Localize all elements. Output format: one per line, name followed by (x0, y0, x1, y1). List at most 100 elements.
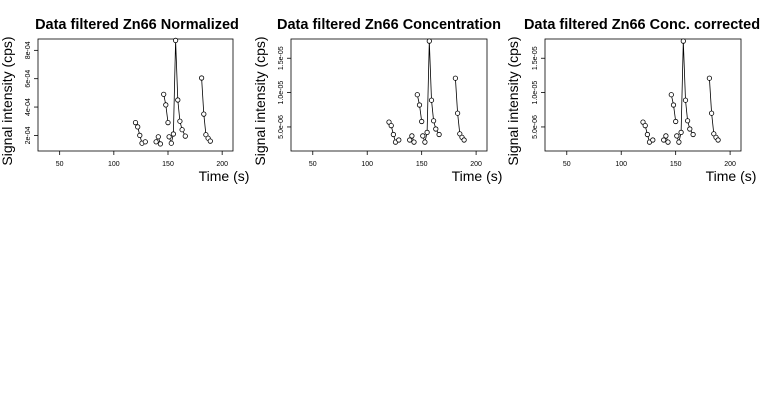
data-point (428, 97, 435, 103)
x-tick-label: 100 (615, 161, 627, 168)
series-line-segment (163, 94, 169, 123)
data-point (670, 102, 677, 108)
data-point (416, 102, 423, 108)
x-tick-label: 150 (416, 161, 428, 168)
chart-title: Data filtered Zn66 Normalized (35, 17, 239, 33)
y-tick-label: 4e-04 (25, 98, 32, 116)
data-point (135, 124, 141, 130)
data-point (414, 92, 420, 98)
data-point (430, 118, 437, 124)
data-point (678, 129, 684, 135)
data-point (179, 127, 185, 133)
y-axis-label: Signal intensity (cps) (252, 36, 268, 165)
data-point (182, 133, 188, 139)
data-point (161, 91, 167, 97)
data-point (680, 38, 686, 44)
data-point (420, 133, 426, 139)
x-tick-label: 150 (670, 161, 682, 168)
series-line-segment (201, 77, 211, 142)
data-point (644, 131, 651, 138)
data-point (165, 120, 171, 126)
data-point (682, 97, 689, 103)
data-point (706, 75, 713, 81)
y-tick-label: 1.0e-05 (532, 81, 539, 105)
x-tick-label: 200 (470, 161, 482, 168)
data-point (687, 126, 693, 132)
data-point (175, 97, 181, 103)
data-point (661, 137, 667, 143)
data-point (452, 75, 458, 81)
data-point (173, 37, 179, 44)
x-tick-label: 100 (108, 161, 120, 168)
series-line-segment (455, 78, 465, 141)
data-point (409, 133, 415, 139)
plot-frame (37, 38, 234, 152)
data-point (163, 102, 169, 108)
data-point (684, 118, 691, 124)
x-tick-label: 50 (563, 161, 571, 168)
x-tick-label: 200 (724, 161, 736, 168)
x-tick-label: 50 (309, 161, 317, 168)
y-tick-label: 5.0e-06 (532, 115, 539, 139)
data-point (153, 139, 159, 145)
data-point (673, 118, 679, 125)
chart-panel-1: Data filtered Zn66 Normalized 50 100 150 200… (0, 17, 249, 184)
data-point (155, 134, 161, 140)
data-point (454, 110, 461, 116)
x-tick-label: 50 (56, 161, 64, 168)
data-point (676, 139, 682, 145)
data-point (663, 133, 669, 139)
chart-title: Data filtered Zn66 Conc. corrected (524, 17, 760, 33)
data-point (690, 131, 696, 138)
y-tick-label: 8e-04 (25, 41, 32, 59)
data-point (157, 141, 163, 147)
data-point (426, 38, 432, 44)
data-point (650, 137, 656, 143)
data-point (132, 120, 139, 126)
x-tick-label: 100 (361, 161, 373, 168)
data-point (665, 139, 671, 145)
data-point (390, 131, 396, 138)
data-point (715, 137, 721, 143)
data-point (170, 131, 176, 137)
y-tick-label: 1.0e-05 (278, 81, 285, 105)
chart-title: Data filtered Zn66 Concentration (277, 17, 501, 33)
data-point (168, 140, 174, 146)
data-point (461, 137, 467, 143)
x-axis-label: Time (s) (706, 168, 757, 184)
x-tick-label: 150 (162, 161, 174, 168)
plot-frame (290, 38, 488, 152)
data-point (419, 118, 425, 125)
y-axis-label: Signal intensity (cps) (505, 36, 521, 165)
data-point (411, 139, 417, 145)
data-point (424, 129, 430, 135)
series-line-segment (670, 94, 677, 122)
data-point (396, 137, 402, 143)
y-tick-label: 1.5e-05 (532, 46, 539, 70)
y-tick-label: 5.0e-06 (278, 115, 285, 139)
data-point (137, 132, 143, 138)
chart-panel-2: Data filtered Zn66 Concentration 50 100 150… (252, 17, 502, 184)
data-point (207, 138, 213, 144)
y-axis-label: Signal intensity (cps) (0, 36, 15, 165)
y-tick-label: 1.5e-05 (278, 46, 285, 70)
data-point (668, 92, 674, 98)
data-point (199, 75, 205, 81)
data-point (142, 139, 148, 145)
y-tick-label: 6e-04 (25, 70, 32, 88)
y-tick-label: 2e-04 (25, 126, 32, 144)
data-point (177, 118, 183, 124)
data-point (407, 137, 413, 143)
data-point (166, 134, 172, 140)
data-point (436, 131, 442, 138)
data-point (422, 139, 428, 145)
chart-panel-3: Data filtered Zn66 Conc. corrected 50 100 1… (505, 17, 760, 184)
series-line-segment (416, 94, 423, 122)
x-axis-label: Time (s) (452, 168, 503, 184)
data-point (388, 123, 394, 129)
data-point (674, 133, 680, 139)
plot-frame (544, 38, 742, 152)
x-tick-label: 200 (216, 161, 228, 168)
data-point (708, 110, 715, 116)
